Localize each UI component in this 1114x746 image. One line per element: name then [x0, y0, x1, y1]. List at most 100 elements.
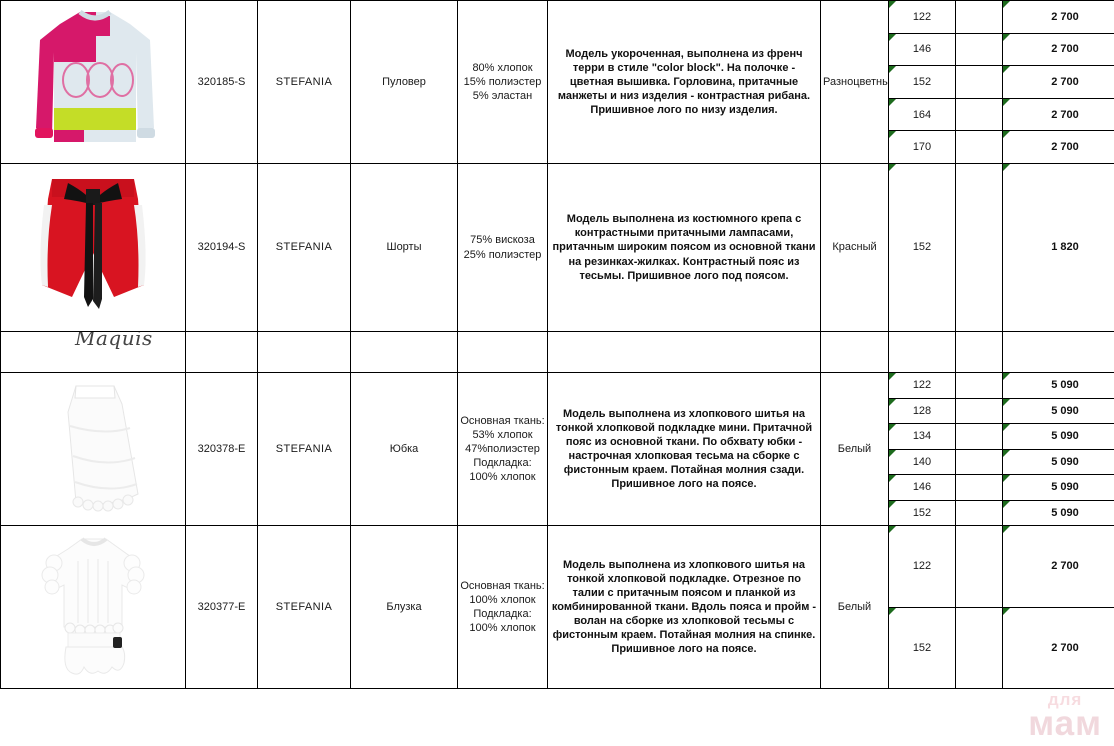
- article-cell: 320185-S: [185, 0, 258, 164]
- color-cell: Разноцветный: [820, 0, 889, 164]
- comment-marker-icon: [889, 99, 896, 106]
- comment-marker-icon: [1003, 373, 1010, 380]
- product-type-cell: Пуловер: [350, 0, 458, 164]
- shorts-red-bow-photo: [3, 165, 183, 330]
- blouse-white-ruffle-photo: [41, 537, 145, 675]
- size-cell: 146: [888, 32, 956, 67]
- comment-marker-icon: [889, 424, 896, 431]
- brand-cell: STEFANIA: [257, 0, 351, 164]
- article-cell: 320377-E: [185, 525, 258, 689]
- brand-cell: STEFANIA: [257, 163, 351, 332]
- size-cell: 134: [888, 423, 956, 450]
- separator-blank: [820, 331, 889, 373]
- comment-marker-icon: [1003, 99, 1010, 106]
- color-cell: Белый: [820, 525, 889, 689]
- comment-marker-icon: [889, 607, 896, 615]
- separator-blank: [1002, 331, 1114, 373]
- comment-marker-icon: [1003, 526, 1010, 533]
- shorts-red-bow-photo: [40, 179, 146, 309]
- color-cell: Красный: [820, 163, 889, 332]
- spare-cell: [955, 97, 1003, 132]
- composition-cell: Основная ткань: 53% хлопок 47%полиэстер …: [457, 372, 548, 526]
- spare-cell: [955, 130, 1003, 164]
- table-row: 320377-E STEFANIA Блузка Основная ткань: 10…: [0, 525, 1114, 689]
- separator-blank: [257, 331, 351, 373]
- price-list-body: 320185-S STEFANIA Пуловер 80% хлопок 15% пол…: [0, 0, 1114, 689]
- description-cell: Модель укороченная, выполнена из френч т…: [547, 0, 821, 164]
- comment-marker-icon: [1003, 424, 1010, 431]
- product-image-cell: [0, 0, 186, 164]
- spare-cell: [955, 0, 1003, 34]
- size-cell: 140: [888, 448, 956, 475]
- size-cell: 152: [888, 163, 956, 332]
- table-row: 320185-S STEFANIA Пуловер 80% хлопок 15% пол…: [0, 0, 1114, 164]
- spare-cell: [955, 525, 1003, 608]
- comment-marker-icon: [1003, 131, 1010, 139]
- size-cell: 164: [888, 97, 956, 132]
- product-type-cell: Юбка: [350, 372, 458, 526]
- comment-marker-icon: [889, 526, 896, 533]
- rrc-price-cell: 2 700: [1002, 97, 1114, 132]
- size-cell: 146: [888, 474, 956, 501]
- spare-cell: [955, 32, 1003, 67]
- separator-blank: [547, 331, 821, 373]
- pullover-colorblock-photo: [35, 9, 155, 142]
- rrc-price-cell: 2 700: [1002, 525, 1114, 608]
- spare-cell: [955, 448, 1003, 475]
- comment-marker-icon: [889, 475, 896, 482]
- comment-marker-icon: [1003, 500, 1010, 508]
- spare-cell: [955, 606, 1003, 689]
- skirt-white-long-photo: [3, 374, 183, 524]
- size-cell: 152: [888, 499, 956, 526]
- size-cell: 122: [888, 525, 956, 608]
- comment-marker-icon: [889, 66, 896, 74]
- spare-cell: [955, 372, 1003, 399]
- description-cell: Модель выполнена из хлопкового шитья на …: [547, 372, 821, 526]
- rrc-price-cell: 5 090: [1002, 423, 1114, 450]
- blouse-white-ruffle-photo: [3, 527, 183, 687]
- comment-marker-icon: [889, 373, 896, 380]
- site-watermark: для мам: [1028, 691, 1102, 743]
- comment-marker-icon: [889, 500, 896, 508]
- spare-cell: [955, 65, 1003, 99]
- rrc-price-cell: 5 090: [1002, 372, 1114, 399]
- composition-cell: 80% хлопок 15% полиэстер 5% эластан: [457, 0, 548, 164]
- comment-marker-icon: [1003, 34, 1010, 41]
- brand-cell: STEFANIA: [257, 525, 351, 689]
- comment-marker-icon: [1003, 164, 1010, 171]
- rrc-price-cell: 5 090: [1002, 397, 1114, 424]
- size-cell: 122: [888, 372, 956, 399]
- table-row: 320194-S STEFANIA Шорты 75% вискоза 25% поли…: [0, 163, 1114, 332]
- watermark-line-2: мам: [1028, 703, 1102, 743]
- separator-blank: [350, 331, 458, 373]
- spare-cell: [955, 397, 1003, 424]
- comment-marker-icon: [889, 131, 896, 139]
- size-cell: 152: [888, 606, 956, 689]
- comment-marker-icon: [1003, 449, 1010, 457]
- separator-blank: [457, 331, 548, 373]
- comment-marker-icon: [889, 398, 896, 406]
- comment-marker-icon: [1003, 475, 1010, 482]
- size-cell: 152: [888, 65, 956, 99]
- separator-row: Maquis 00: [0, 331, 1114, 373]
- rrc-price-cell: 2 700: [1002, 65, 1114, 99]
- comment-marker-icon: [889, 34, 896, 41]
- spare-cell: [955, 423, 1003, 450]
- table-row: 320378-E STEFANIA Юбка Основная ткань: 53% …: [0, 372, 1114, 526]
- comment-marker-icon: [1003, 607, 1010, 615]
- comment-marker-icon: [1003, 1, 1010, 8]
- spare-cell: [955, 499, 1003, 526]
- comment-marker-icon: [1003, 66, 1010, 74]
- composition-cell: Основная ткань: 100% хлопок Подкладка: 1…: [457, 525, 548, 689]
- spare-cell: [955, 163, 1003, 332]
- description-cell: Модель выполнена из костюмного крепа с к…: [547, 163, 821, 332]
- separator-blank: [955, 331, 1003, 373]
- color-cell: Белый: [820, 372, 889, 526]
- size-cell: 128: [888, 397, 956, 424]
